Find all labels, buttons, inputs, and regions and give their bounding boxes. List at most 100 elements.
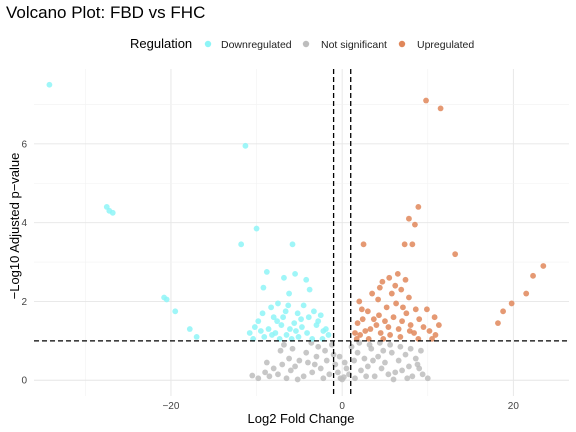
legend-swatch-upregulated	[398, 40, 406, 48]
point-not-significant	[348, 343, 355, 350]
point-upregulated	[395, 326, 402, 332]
point-upregulated	[377, 330, 384, 336]
point-downregulated	[293, 328, 299, 334]
point-not-significant	[424, 375, 431, 382]
point-downregulated	[163, 296, 170, 303]
point-upregulated	[398, 286, 405, 293]
legend-label-downregulated: Downregulated	[221, 39, 292, 51]
point-downregulated	[280, 314, 286, 321]
point-downregulated	[265, 326, 272, 332]
point-not-significant	[414, 361, 421, 368]
point-not-significant	[305, 359, 311, 366]
point-upregulated	[362, 328, 369, 334]
y-tick-label: 0	[21, 376, 27, 387]
point-not-significant	[340, 374, 347, 380]
point-upregulated	[409, 241, 416, 248]
point-upregulated	[356, 298, 363, 305]
point-not-significant	[406, 363, 412, 370]
tick-labels: −20 0 20 0 2 4 6	[21, 139, 519, 412]
point-upregulated	[500, 308, 506, 315]
point-upregulated	[354, 320, 361, 327]
point-downregulated	[305, 314, 312, 321]
point-not-significant	[352, 375, 358, 382]
x-axis-label: Log2 Fold Change	[248, 411, 355, 426]
y-tick-label: 4	[21, 218, 27, 229]
point-not-significant	[330, 351, 337, 358]
point-downregulated	[259, 310, 266, 317]
point-not-significant	[334, 369, 341, 376]
point-downregulated	[238, 241, 245, 248]
point-not-significant	[397, 343, 404, 350]
point-downregulated	[315, 318, 322, 325]
point-not-significant	[404, 375, 411, 382]
point-downregulated	[268, 304, 275, 311]
point-downregulated	[186, 326, 193, 332]
point-downregulated	[270, 314, 277, 321]
point-upregulated	[400, 304, 406, 311]
point-upregulated	[387, 332, 393, 338]
point-downregulated	[322, 326, 329, 332]
point-downregulated	[289, 241, 296, 248]
point-upregulated	[390, 314, 397, 321]
point-downregulated	[274, 318, 281, 325]
point-not-significant	[385, 371, 392, 378]
point-upregulated	[352, 330, 358, 336]
point-downregulated	[281, 274, 287, 281]
point-not-significant	[309, 369, 316, 376]
point-not-significant	[354, 349, 361, 356]
point-downregulated	[291, 320, 298, 327]
x-tick-label: 0	[339, 401, 345, 412]
point-upregulated	[437, 105, 444, 112]
y-tick-label: 6	[21, 139, 27, 150]
point-upregulated	[376, 284, 383, 291]
point-upregulated	[397, 334, 404, 340]
point-downregulated	[263, 268, 270, 275]
x-tick-label: −20	[162, 401, 179, 412]
point-downregulated	[298, 316, 304, 323]
point-not-significant	[395, 357, 402, 364]
point-not-significant	[262, 369, 269, 376]
point-not-significant	[382, 359, 388, 366]
point-upregulated	[530, 272, 536, 279]
point-downregulated	[295, 334, 302, 340]
point-not-significant	[380, 347, 387, 354]
point-upregulated	[540, 263, 547, 269]
point-not-significant	[286, 355, 292, 362]
point-upregulated	[402, 276, 409, 283]
point-not-significant	[296, 357, 303, 364]
chart-title: Volcano Plot: FBD vs FHC	[6, 3, 205, 22]
point-upregulated	[495, 320, 501, 327]
point-upregulated	[412, 306, 419, 313]
point-not-significant	[320, 375, 327, 382]
point-not-significant	[315, 343, 322, 350]
point-downregulated	[282, 308, 289, 315]
point-downregulated	[285, 302, 292, 309]
point-not-significant	[419, 371, 426, 378]
point-downregulated	[287, 326, 293, 332]
point-not-significant	[378, 365, 385, 372]
point-upregulated	[406, 328, 413, 334]
point-not-significant	[363, 373, 370, 380]
point-not-significant	[323, 357, 330, 364]
point-downregulated	[269, 332, 275, 338]
legend-swatch-downregulated	[204, 40, 212, 48]
point-downregulated	[304, 330, 310, 336]
point-downregulated	[300, 302, 307, 309]
point-not-significant	[317, 365, 324, 372]
point-not-significant	[249, 372, 256, 379]
point-not-significant	[407, 345, 414, 352]
point-not-significant	[266, 373, 273, 380]
point-downregulated	[242, 142, 249, 149]
point-not-significant	[303, 349, 310, 356]
point-upregulated	[393, 300, 399, 307]
point-downregulated	[109, 209, 116, 216]
point-downregulated	[292, 270, 298, 277]
point-upregulated	[407, 322, 414, 328]
y-axis-label: −Log10 Adjusted p−value	[7, 153, 22, 300]
data-points	[46, 81, 547, 383]
point-downregulated	[172, 308, 179, 315]
point-upregulated	[386, 274, 393, 281]
point-downregulated	[283, 332, 290, 338]
point-not-significant	[371, 373, 378, 380]
point-not-significant	[358, 367, 364, 374]
